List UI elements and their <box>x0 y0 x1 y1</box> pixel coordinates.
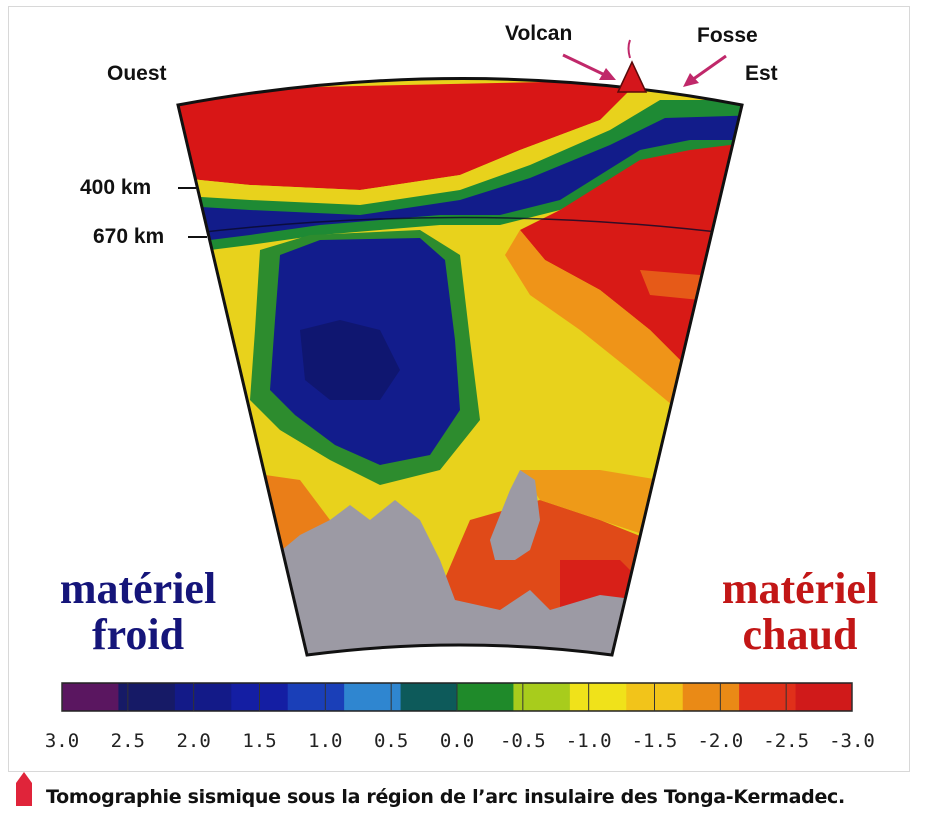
figure-frame <box>8 6 910 772</box>
volcano-icon <box>616 60 648 93</box>
scale-tick-label: -0.5 <box>499 730 546 752</box>
scale-color-segment <box>174 683 232 711</box>
scale-tick-label: -2.0 <box>697 730 744 752</box>
cold-material-line2: froid <box>91 610 185 659</box>
color-scale-bar <box>61 682 853 712</box>
scale-color-segment <box>287 683 345 711</box>
scale-tick-label: 1.0 <box>308 730 343 752</box>
trench-label: Fosse <box>697 24 758 47</box>
scale-color-segment <box>795 683 853 711</box>
scale-color-segment <box>457 683 514 711</box>
scale-tick-label: 1.5 <box>242 730 277 752</box>
hot-material-line2: chaud <box>742 610 858 659</box>
east-label: Est <box>745 62 778 85</box>
hot-material-label: matériel chaud <box>700 566 900 658</box>
volcano-plume <box>627 39 631 59</box>
scale-color-segment <box>739 683 797 711</box>
scale-color-segment <box>118 683 176 711</box>
scale-tick-label: 0.0 <box>439 730 475 752</box>
scale-color-segment <box>344 683 402 711</box>
scale-tick-label: -1.5 <box>631 730 678 752</box>
scale-tick-label: 2.0 <box>176 730 211 752</box>
velocity-anomaly-map <box>178 78 742 655</box>
scale-color-segment <box>513 683 571 711</box>
depth-670-label: 670 km <box>93 225 165 248</box>
depth-400-label: 400 km <box>80 176 152 199</box>
scale-color-segment <box>569 683 627 711</box>
cold-material-line1: matériel <box>59 564 217 613</box>
trench-arrow <box>683 54 727 87</box>
scale-color-segment <box>400 683 458 711</box>
scale-color-segment <box>682 683 740 711</box>
hot-material-line1: matériel <box>721 564 879 613</box>
figure-caption: Tomographie sismique sous la région de l… <box>46 786 845 808</box>
scale-tick-label: 0.5 <box>373 730 409 752</box>
scale-tick-label: -1.0 <box>565 730 612 752</box>
volcano-label: Volcan <box>505 22 573 45</box>
west-label: Ouest <box>107 62 167 85</box>
scale-tick-label: -3.0 <box>829 730 875 752</box>
scale-tick-label: -2.5 <box>763 730 810 752</box>
volcano-arrow <box>562 53 616 80</box>
section-outline <box>176 77 744 657</box>
scale-tick-label: 3.0 <box>44 730 80 752</box>
caption-bookmark-icon <box>16 772 32 806</box>
scale-color-segment <box>62 683 119 711</box>
scale-tick-label: 2.5 <box>110 730 145 752</box>
cold-material-label: matériel froid <box>38 566 238 658</box>
